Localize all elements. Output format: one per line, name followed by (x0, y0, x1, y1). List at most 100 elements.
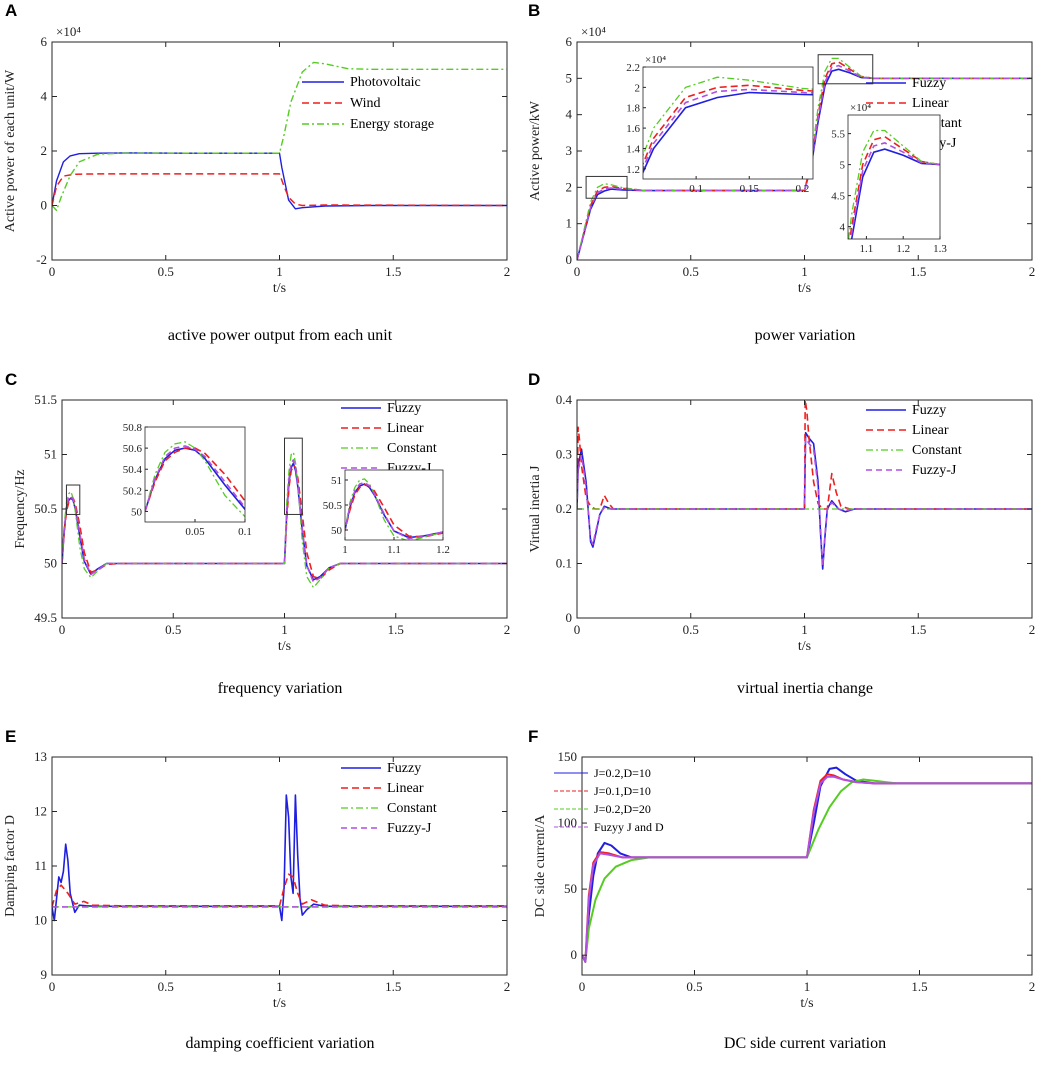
inset-series (850, 142, 940, 239)
x-tick-label: 2 (504, 622, 511, 637)
series-energy-storage (52, 61, 507, 212)
zoom-box (585, 175, 628, 199)
chart-panel-F: F DC side current variation 0 0.5 1 1.5 2 0 50 10… (528, 727, 1035, 1052)
x-axis-label: t/s (278, 639, 291, 654)
inset-series (345, 483, 443, 539)
inset-x-tick-label: 1.3 (933, 243, 947, 255)
inset-y-tick-label: 50.5 (323, 500, 343, 512)
x-tick-label: 0.5 (165, 622, 181, 637)
x-tick-label: 2 (504, 979, 511, 994)
panel-caption: power variation (755, 327, 856, 344)
inset-background (145, 427, 245, 522)
series-fuzzy (52, 794, 507, 922)
inset-series (643, 84, 813, 166)
inset-x-tick-label: 1.1 (860, 243, 874, 255)
y-tick-label: 0.1 (556, 556, 572, 571)
legend-label: J=0.2,D=10 (594, 766, 651, 780)
inset-series (643, 91, 813, 175)
panel-caption: DC side current variation (724, 1035, 886, 1052)
x-tick-label: 1 (801, 264, 808, 279)
y-tick-label: 50.5 (34, 501, 57, 516)
x-tick-label: 2 (1029, 622, 1036, 637)
inset-y-tick-label: 1.6 (626, 123, 640, 135)
inset-plot: 1 1.1 1.2 50 50.5 51 (323, 469, 450, 556)
panel-letter: E (5, 727, 16, 746)
inset-y-tick-label: 2.2 (626, 62, 640, 74)
inset-y-tick-label: 5.5 (831, 129, 845, 141)
inset-x-tick-label: 0.2 (796, 183, 810, 195)
x-tick-label: 0 (59, 622, 66, 637)
inset-x-tick-label: 0.1 (689, 183, 703, 195)
y-tick-label: 6 (41, 34, 48, 49)
inset-series (145, 447, 245, 512)
inset-y-tick-label: 4.5 (831, 191, 845, 203)
inset-y-tick-label: 4 (840, 222, 846, 234)
panel-caption: active power output from each unit (168, 327, 393, 344)
inset-y-tick-label: 50.2 (123, 485, 142, 497)
legend-label: Fuzzy-J (387, 821, 432, 836)
x-tick-label: 0 (49, 264, 56, 279)
y-tick-label: 50 (564, 881, 577, 896)
legend-label: Energy storage (350, 117, 434, 132)
inset-y-tick-label: 50 (331, 525, 343, 537)
x-tick-label: 0.5 (158, 979, 174, 994)
y-tick-label: 0.4 (556, 392, 573, 407)
x-tick-label: 0.5 (158, 264, 174, 279)
y-axis-label: Frequency/Hz (13, 469, 28, 548)
inset-y-tick-label: 50 (131, 506, 143, 518)
inset-frame (847, 114, 941, 240)
y-tick-label: 50 (44, 556, 57, 571)
inset-y-tick-label: 50.4 (123, 464, 143, 476)
x-tick-label: 1.5 (911, 979, 927, 994)
panel-letter: F (528, 727, 538, 746)
inset-frame (642, 66, 814, 180)
x-axis-label: t/s (798, 639, 811, 654)
x-axis-label: t/s (273, 996, 286, 1011)
legend: Fuzzy Linear Constant Fuzzy-J (341, 761, 437, 836)
zoom-box (817, 54, 874, 85)
x-tick-label: 0 (579, 979, 586, 994)
y-tick-label: 11 (34, 858, 47, 873)
inset-multiplier: ×10⁴ (850, 102, 871, 114)
legend-label: Photovoltaic (350, 75, 421, 90)
legend: J=0.2,D=10 J=0.1,D=10 J=0.2,D=20 Fuzyy J an… (554, 766, 664, 834)
legend: Photovoltaic Wind Energy storage (302, 75, 434, 132)
y-tick-label: 0 (566, 610, 573, 625)
y-tick-label: 100 (558, 815, 578, 830)
x-tick-label: 1 (801, 622, 808, 637)
inset-x-tick-label: 1.1 (387, 544, 401, 556)
y-tick-label: 51 (44, 447, 57, 462)
legend-label: Fuzzy-J (912, 463, 957, 478)
inset-y-tick-label: 1.8 (626, 103, 640, 115)
inset-background (848, 115, 940, 239)
x-tick-label: 0.5 (686, 979, 702, 994)
x-tick-label: 1 (804, 979, 811, 994)
y-tick-label: 12 (34, 804, 47, 819)
legend-label: J=0.2,D=20 (594, 802, 651, 816)
panel-caption: virtual inertia change (737, 680, 873, 697)
y-tick-label: 2 (41, 143, 48, 158)
x-tick-label: 1 (276, 979, 283, 994)
legend-label: Fuzyy J and D (594, 820, 664, 834)
series-fuzzy-j (577, 437, 1032, 567)
x-tick-label: 1.5 (385, 979, 401, 994)
series-wind (52, 173, 507, 207)
inset-series (145, 441, 245, 518)
y-tick-label: 0.3 (556, 447, 572, 462)
y-tick-label: 1 (566, 216, 573, 231)
series-fuzzy-j (62, 459, 507, 583)
x-tick-label: 1 (281, 622, 288, 637)
inset-x-tick-label: 1.2 (896, 243, 910, 255)
inset-y-tick-label: 1.4 (626, 143, 640, 155)
y-tick-label: 150 (558, 749, 578, 764)
series-fuzyy-j-and-d (582, 775, 1032, 963)
legend-label: Fuzzy (912, 403, 946, 418)
inset-x-tick-label: 0.15 (740, 183, 760, 195)
legend-label: Constant (912, 443, 962, 458)
y-tick-label: 5 (566, 70, 573, 85)
inset-plot: 0.1 0.15 0.2 1.2 1.4 1.6 1.8 2 2.2 ×10⁴ (626, 54, 814, 195)
